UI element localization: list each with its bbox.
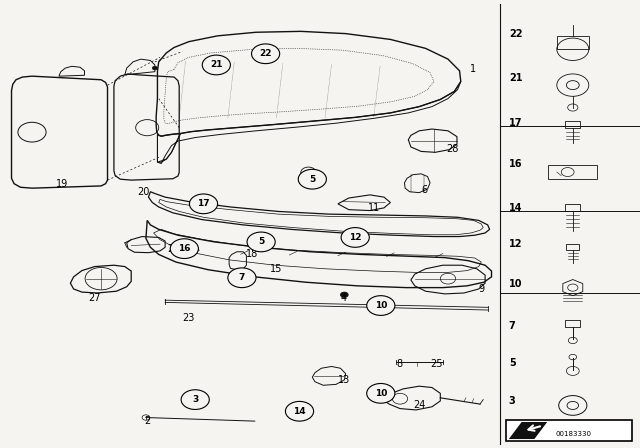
Circle shape <box>189 194 218 214</box>
Text: 4: 4 <box>340 293 347 303</box>
Circle shape <box>341 228 369 247</box>
Text: 25: 25 <box>430 359 443 369</box>
Text: 10: 10 <box>509 280 522 289</box>
Circle shape <box>247 232 275 252</box>
Text: 7: 7 <box>509 321 516 331</box>
Circle shape <box>152 66 157 70</box>
Text: 13: 13 <box>338 375 350 385</box>
Circle shape <box>367 296 395 315</box>
Text: 17: 17 <box>197 199 210 208</box>
Text: 20: 20 <box>138 187 150 197</box>
Text: 3: 3 <box>192 395 198 404</box>
Text: 22: 22 <box>509 29 522 39</box>
Text: 5: 5 <box>258 237 264 246</box>
Text: 12: 12 <box>509 239 522 249</box>
Text: 1: 1 <box>470 65 477 74</box>
Text: 14: 14 <box>293 407 306 416</box>
Circle shape <box>202 55 230 75</box>
Text: 18: 18 <box>246 250 259 259</box>
Text: 6: 6 <box>421 185 428 195</box>
Text: 9: 9 <box>479 284 485 294</box>
Text: 21: 21 <box>210 60 223 69</box>
Text: 8: 8 <box>397 359 403 369</box>
Circle shape <box>340 292 348 297</box>
Circle shape <box>367 383 395 403</box>
Text: 22: 22 <box>259 49 272 58</box>
Text: 15: 15 <box>270 264 282 274</box>
Circle shape <box>181 390 209 409</box>
Text: 3: 3 <box>509 396 516 406</box>
Circle shape <box>170 239 198 258</box>
Text: 7: 7 <box>239 273 245 282</box>
Text: 16: 16 <box>178 244 191 253</box>
Text: 11: 11 <box>368 203 380 213</box>
Text: 19: 19 <box>56 179 68 189</box>
Text: 5: 5 <box>509 358 516 368</box>
Text: 2: 2 <box>144 416 150 426</box>
Circle shape <box>252 44 280 64</box>
Text: 10: 10 <box>374 389 387 398</box>
FancyBboxPatch shape <box>506 420 632 441</box>
Text: 27: 27 <box>88 293 101 303</box>
Circle shape <box>285 401 314 421</box>
Text: 17: 17 <box>509 118 522 128</box>
Text: 10: 10 <box>374 301 387 310</box>
Circle shape <box>228 268 256 288</box>
Text: 00183330: 00183330 <box>556 431 591 437</box>
Text: 14: 14 <box>509 203 522 213</box>
Text: 21: 21 <box>509 73 522 83</box>
Text: 16: 16 <box>509 159 522 168</box>
Text: 26: 26 <box>168 244 180 254</box>
Text: 5: 5 <box>309 175 316 184</box>
Polygon shape <box>509 422 547 439</box>
Text: 12: 12 <box>349 233 362 242</box>
Text: 23: 23 <box>182 313 195 323</box>
Circle shape <box>298 169 326 189</box>
Text: 24: 24 <box>413 401 425 410</box>
Text: 28: 28 <box>447 144 459 154</box>
